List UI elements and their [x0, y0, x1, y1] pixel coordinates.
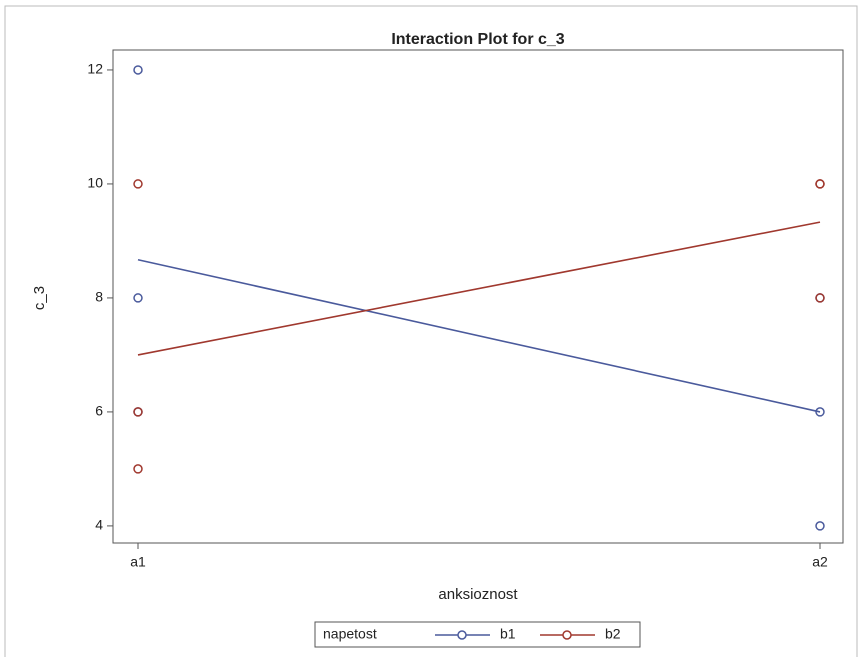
mean-line: [137, 258, 821, 413]
legend-marker: [457, 630, 467, 640]
observation-point: [815, 179, 825, 189]
observation-point: [133, 407, 143, 417]
observation-point: [815, 407, 825, 417]
mean-line: [137, 221, 821, 356]
legend-marker: [562, 630, 572, 640]
legend: napetost b1 b2: [314, 621, 641, 648]
x-tick-label: a2: [812, 554, 828, 570]
y-tick-label: 12: [87, 61, 103, 77]
legend-label: b1: [500, 626, 516, 642]
y-tick-label: 10: [87, 175, 103, 191]
y-tick-label: 8: [95, 289, 103, 305]
observation-point: [133, 464, 143, 474]
observation-point: [133, 65, 143, 75]
y-tick-label: 6: [95, 403, 103, 419]
legend-title: napetost: [323, 626, 377, 642]
observation-point: [815, 293, 825, 303]
outer-frame: [4, 5, 858, 657]
x-axis-label: anksioznost: [438, 586, 518, 603]
y-axis-label: c_3: [31, 286, 48, 310]
plot-frame: [112, 49, 844, 544]
observation-point: [133, 179, 143, 189]
observation-point: [133, 293, 143, 303]
observation-point: [815, 521, 825, 531]
y-tick-label: 4: [95, 517, 103, 533]
legend-label: b2: [605, 626, 621, 642]
chart-title: Interaction Plot for c_3: [391, 31, 564, 48]
x-tick-label: a1: [130, 554, 146, 570]
